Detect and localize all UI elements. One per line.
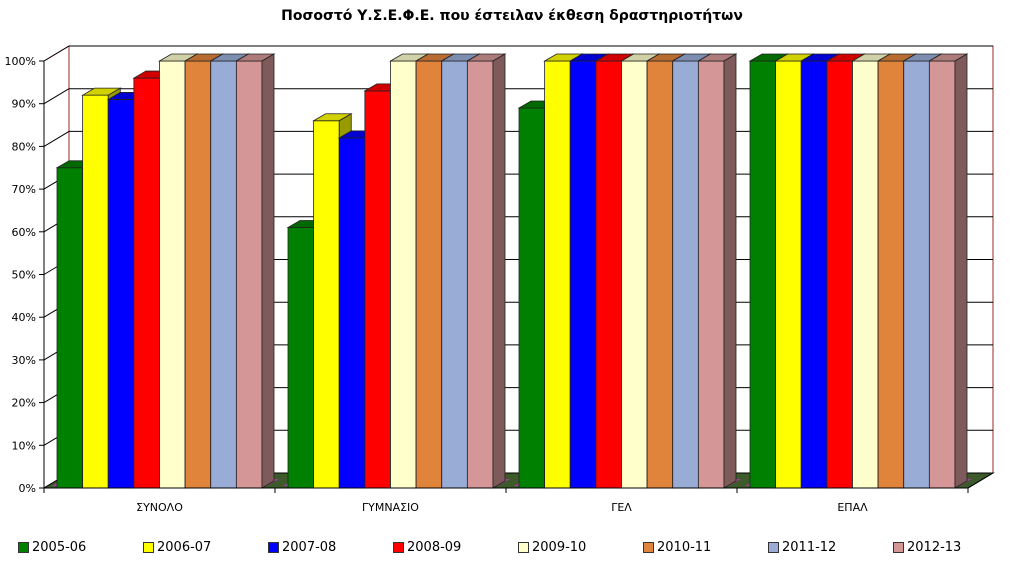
bar-front — [928, 60, 956, 489]
y-tick-label: 70% — [12, 183, 36, 196]
legend-swatch — [768, 542, 779, 553]
legend-label: 2012-13 — [907, 540, 962, 555]
legend-swatch — [268, 542, 279, 553]
legend-item: 2007-08 — [268, 540, 336, 555]
y-tick-label: 10% — [12, 439, 36, 452]
bars — [55, 53, 969, 489]
bar-front — [697, 60, 725, 489]
legend-label: 2006-07 — [157, 540, 212, 555]
bar-front — [364, 90, 391, 489]
chart-title: Ποσοστό Υ.Σ.Ε.Φ.Ε. που έστειλαν έκθεση δ… — [281, 8, 743, 24]
bar-front — [775, 60, 802, 489]
legend-label: 2009-10 — [532, 540, 587, 555]
legend-swatch — [518, 542, 529, 553]
bar-front — [287, 227, 315, 489]
bar-front — [107, 99, 135, 489]
bar-front — [210, 60, 237, 489]
bar-side — [954, 53, 968, 489]
bar-front — [826, 60, 853, 489]
y-tick-label: 20% — [12, 397, 36, 410]
bar-front — [544, 60, 571, 489]
bar-front — [235, 60, 263, 489]
bar-front — [646, 60, 674, 489]
legend-label: 2005-06 — [32, 540, 87, 555]
bar — [465, 53, 507, 489]
legend-swatch — [18, 542, 29, 553]
x-axis-depth-line — [967, 472, 994, 489]
bar-front — [569, 60, 597, 489]
bar-front — [852, 60, 879, 489]
bar-side — [261, 53, 275, 489]
bar-side — [492, 53, 506, 489]
y-tick-label: 90% — [12, 98, 36, 111]
legend-swatch — [393, 542, 404, 553]
legend-label: 2007-08 — [282, 540, 337, 555]
bar-front — [313, 120, 340, 489]
y-tick-label: 30% — [12, 354, 36, 367]
bar-front — [133, 77, 160, 489]
gridline-depth — [43, 45, 70, 62]
x-tick-label: ΓΕΛ — [611, 501, 632, 514]
legend-item: 2012-13 — [893, 540, 961, 555]
bar-front — [56, 167, 84, 489]
bar-front — [415, 60, 443, 489]
legend-label: 2010-11 — [657, 540, 712, 555]
legend-label: 2011-12 — [782, 540, 837, 555]
bar-front — [800, 60, 828, 489]
y-tick-label: 40% — [12, 311, 36, 324]
legend-swatch — [643, 542, 654, 553]
y-tick-label: 60% — [12, 226, 36, 239]
y-tick-label: 50% — [12, 269, 36, 282]
legend-item: 2006-07 — [143, 540, 211, 555]
legend-item: 2010-11 — [643, 540, 711, 555]
bar-front — [621, 60, 648, 489]
bar-front — [903, 60, 930, 489]
bar-front — [184, 60, 212, 489]
bar-front — [159, 60, 186, 489]
bar — [696, 53, 738, 489]
legend-swatch — [893, 542, 904, 553]
x-tick-label: ΓΥΜΝΑΣΙΟ — [362, 501, 419, 514]
x-axis: ΣΥΝΟΛΟ ΓΥΜΝΑΣΙΟ ΓΕΛ ΕΠΑΛ — [43, 472, 994, 514]
legend-item: 2005-06 — [18, 540, 86, 555]
bar-front — [595, 60, 622, 489]
bar-front — [82, 94, 109, 489]
y-axis: 0% 10% 20% 30% 40% 50% 60% 70% 80% 90% 100% — [5, 55, 45, 495]
x-tick-label: ΣΥΝΟΛΟ — [136, 501, 183, 514]
bar-side — [723, 53, 737, 489]
bar — [927, 53, 969, 489]
bar-front — [338, 137, 366, 489]
legend-item: 2009-10 — [518, 540, 586, 555]
bar-chart: 0% 10% 20% 30% 40% 50% 60% 70% 80% 90% 100% ΣΥΝΟΛΟ… — [5, 45, 995, 514]
y-tick-label: 80% — [12, 140, 36, 153]
bar-front — [749, 60, 777, 489]
bar-front — [672, 60, 699, 489]
legend: 2005-06 2006-07 2007-08 2008-09 2009-10 2010-… — [18, 540, 1018, 562]
gridline-depth — [43, 88, 70, 105]
legend-item: 2008-09 — [393, 540, 461, 555]
bar-front — [877, 60, 905, 489]
x-tick-label: ΕΠΑΛ — [837, 501, 868, 514]
bar-front — [518, 107, 546, 489]
bar-front — [466, 60, 494, 489]
bar-front — [390, 60, 417, 489]
y-tick-label: 0% — [19, 482, 36, 495]
y-tick-label: 100% — [5, 55, 36, 68]
legend-swatch — [143, 542, 154, 553]
legend-label: 2008-09 — [407, 540, 462, 555]
bar-front — [441, 60, 468, 489]
legend-item: 2011-12 — [768, 540, 836, 555]
bar — [234, 53, 276, 489]
gridline-depth — [43, 130, 70, 147]
